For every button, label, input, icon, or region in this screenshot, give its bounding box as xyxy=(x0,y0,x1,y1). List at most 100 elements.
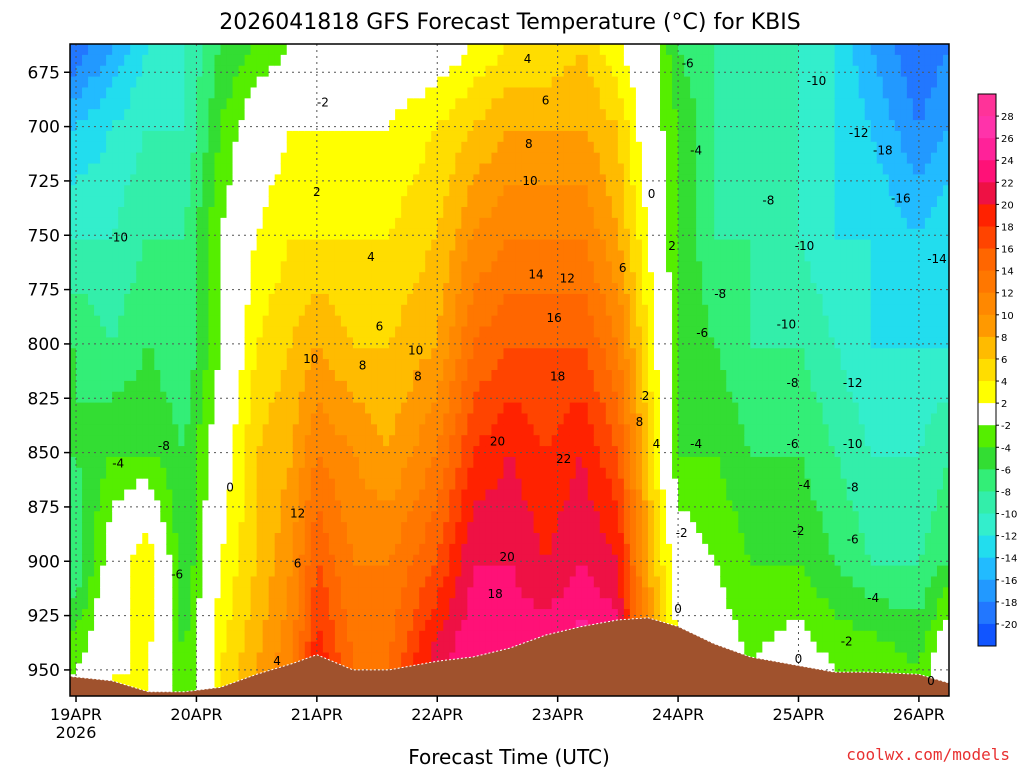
field-cell xyxy=(82,283,89,295)
field-cell xyxy=(563,44,571,56)
field-cell xyxy=(328,196,336,208)
field-cell xyxy=(100,87,107,99)
field-cell xyxy=(148,370,155,382)
field-cell xyxy=(455,261,462,273)
field-cell xyxy=(100,587,107,599)
field-cell xyxy=(160,76,167,89)
field-cell xyxy=(377,337,384,349)
field-cell xyxy=(551,587,559,599)
field-cell xyxy=(142,478,149,491)
field-cell xyxy=(527,380,535,393)
field-cell xyxy=(76,619,83,632)
field-cell xyxy=(491,250,499,262)
field-cell xyxy=(401,185,408,197)
field-cell xyxy=(539,141,547,154)
field-cell xyxy=(214,196,222,208)
field-cell xyxy=(479,630,487,643)
field-cell xyxy=(112,65,119,78)
field-cell xyxy=(226,424,234,436)
field-cell xyxy=(202,250,210,262)
field-cell xyxy=(118,652,125,664)
field-cell xyxy=(292,619,300,632)
field-cell xyxy=(334,446,342,458)
field-cell xyxy=(485,326,493,338)
field-cell xyxy=(431,207,438,219)
field-cell xyxy=(539,543,547,556)
field-cell xyxy=(539,196,547,208)
field-cell xyxy=(76,207,83,219)
field-cell xyxy=(268,54,276,67)
field-cell xyxy=(82,185,89,197)
field-cell xyxy=(196,293,204,306)
field-cell xyxy=(118,315,125,328)
field-cell xyxy=(473,478,480,491)
field-cell xyxy=(425,326,432,338)
field-cell xyxy=(280,54,288,67)
field-cell xyxy=(328,261,336,273)
field-cell xyxy=(563,185,571,197)
field-cell xyxy=(142,609,149,621)
field-cell xyxy=(178,185,185,197)
field-cell xyxy=(407,174,414,186)
field-cell xyxy=(286,326,294,338)
field-cell xyxy=(545,370,553,382)
field-cell xyxy=(178,598,185,610)
field-cell xyxy=(431,120,438,132)
field-cell xyxy=(509,283,517,295)
field-cell xyxy=(401,217,408,230)
field-cell xyxy=(82,98,89,110)
field-cell xyxy=(142,685,149,696)
field-cell xyxy=(280,424,288,436)
field-cell xyxy=(316,424,324,436)
field-cell xyxy=(160,587,167,599)
field-cell xyxy=(521,293,529,306)
field-cell xyxy=(443,619,450,632)
field-cell xyxy=(274,109,282,121)
field-cell xyxy=(184,174,192,186)
field-cell xyxy=(509,76,517,89)
field-cell xyxy=(118,141,125,154)
field-cell xyxy=(545,326,553,338)
field-cell xyxy=(244,500,252,512)
field-cell xyxy=(371,598,378,610)
field-cell xyxy=(304,402,312,415)
field-cell xyxy=(184,98,192,110)
field-cell xyxy=(455,44,462,56)
field-cell xyxy=(328,76,336,89)
field-cell xyxy=(377,500,384,512)
field-cell xyxy=(184,413,192,425)
field-cell xyxy=(124,76,131,89)
field-cell xyxy=(503,511,511,523)
field-cell xyxy=(118,565,125,578)
field-cell xyxy=(346,44,354,56)
field-cell xyxy=(196,54,204,67)
field-cell xyxy=(274,380,282,393)
field-cell xyxy=(238,380,246,393)
field-cell xyxy=(202,413,210,425)
field-cell xyxy=(443,511,450,523)
field-cell xyxy=(184,120,192,132)
field-cell xyxy=(178,619,185,632)
field-cell xyxy=(172,44,179,56)
field-cell xyxy=(383,359,390,371)
field-cell xyxy=(371,76,378,89)
field-cell xyxy=(142,370,149,382)
field-cell xyxy=(425,652,432,664)
field-cell xyxy=(76,413,83,425)
field-cell xyxy=(437,456,444,469)
field-cell xyxy=(94,217,101,230)
field-cell xyxy=(413,272,420,284)
field-cell xyxy=(136,163,143,175)
field-cell xyxy=(419,261,426,273)
field-cell xyxy=(244,543,252,556)
field-cell xyxy=(527,326,535,338)
field-cell xyxy=(238,283,246,295)
field-cell xyxy=(479,337,487,349)
field-cell xyxy=(533,54,541,67)
field-cell xyxy=(142,283,149,295)
field-cell xyxy=(371,413,378,425)
field-cell xyxy=(539,250,547,262)
field-cell xyxy=(142,619,149,632)
field-cell xyxy=(154,87,161,99)
field-cell xyxy=(419,598,426,610)
